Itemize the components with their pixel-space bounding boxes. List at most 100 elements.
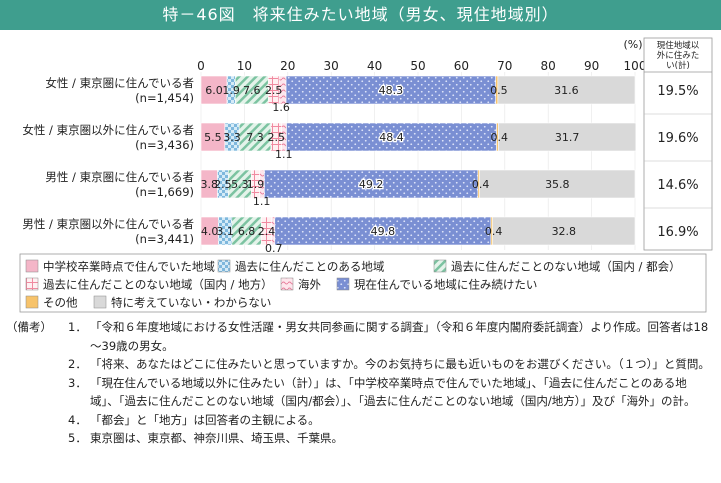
side-column-value: 14.6% (657, 178, 698, 193)
data-label: 31.6 (554, 84, 579, 97)
legend-frame (19, 253, 707, 313)
note-num: 4． (68, 412, 87, 427)
page-title: 特－46図 将来住みたい地域（男女、現住地域別） (0, 0, 721, 30)
data-label: 1.1 (253, 195, 271, 208)
category-label: 女性 / 東京圏に住んでいる者 (45, 76, 194, 90)
side-column-header: 外に住みた (657, 50, 700, 61)
category-n-label: (n=3,441) (135, 232, 194, 246)
note-num: 2． (68, 357, 87, 371)
x-tick-label: 20 (280, 59, 295, 73)
notes: （備考） 1． 「令和６年度地域における女性活躍・男女共同参画に関する調査」（令和… (6, 318, 714, 448)
data-label: 6.0 (205, 84, 223, 97)
data-label: 32.8 (552, 225, 577, 238)
note-item: 3． 「現在住んでいる地域以外に住みたい（計）」は、「中学校卒業時点で住んでいた地… (6, 374, 714, 411)
data-label: 2.5 (214, 178, 232, 191)
data-label: 6.8 (238, 225, 256, 238)
note-item: 1． 「令和６年度地域における女性活躍・男女共同参画に関する調査」（令和６年度内閣… (6, 318, 714, 355)
x-tick-label: 30 (324, 59, 339, 73)
data-label: 1.1 (275, 148, 293, 161)
legend-swatch (433, 259, 447, 273)
bar-segment (492, 216, 636, 246)
bar-segment (497, 75, 636, 105)
x-tick-label: 80 (541, 59, 556, 73)
legend-swatch (336, 277, 350, 291)
note-text: 「令和６年度地域における女性活躍・男女共同参画に関する調査」（令和６年度内閣府委… (90, 320, 709, 353)
bar-segment (200, 75, 228, 105)
data-label: 49.8 (371, 225, 396, 238)
note-text: 「将来、あなたはどこに住みたいと思っていますか。今のお気持ちに最も近いものをお選… (90, 357, 710, 371)
data-label: 1.6 (272, 101, 290, 114)
bar-segment (479, 169, 636, 199)
bar-segment (234, 75, 269, 105)
data-label: 1.9 (222, 84, 240, 97)
data-label: 5.3 (231, 178, 249, 191)
category-n-label: (n=1,454) (135, 91, 194, 105)
legend-label: 特に考えていない・わからない (111, 296, 271, 310)
data-label: 2.4 (258, 225, 276, 238)
data-label: 0.4 (485, 225, 503, 238)
data-label: 48.4 (379, 131, 404, 144)
bar-segment (264, 169, 479, 199)
legend-label: 過去に住んだことのない地域（国内 / 都会） (451, 260, 681, 274)
legend-label: その他 (43, 296, 78, 310)
legend-swatch (25, 259, 39, 273)
note-item: 2． 「将来、あなたはどこに住みたいと思っていますか。今のお気持ちに最も近いものを… (6, 355, 714, 374)
data-label: 7.3 (246, 131, 264, 144)
legend-swatch (217, 259, 231, 273)
legend-label: 海外 (298, 278, 321, 292)
data-label: 3.1 (216, 225, 234, 238)
side-column-frame (643, 37, 713, 251)
side-column-header: 現住地域以 (657, 40, 700, 51)
data-label: 35.8 (545, 178, 570, 191)
x-tick-label: 60 (454, 59, 469, 73)
note-num: 3． (68, 375, 87, 390)
x-tick-label: 10 (237, 59, 252, 73)
x-tick-label: 40 (367, 59, 382, 73)
legend-label: 過去に住んだことのある地域 (235, 260, 385, 274)
category-label: 男性 / 東京圏以外に住んでいる者 (22, 217, 194, 231)
x-tick-label: 0 (197, 59, 205, 73)
side-column-header: い(計) (666, 60, 690, 71)
legend-label: 過去に住んだことのない地域（国内 / 地方） (43, 278, 273, 292)
data-label: 0.7 (265, 242, 283, 255)
unit-label: (%) (623, 38, 642, 51)
note-text: 東京圏は、東京都、神奈川県、埼玉県、千葉県。 (90, 431, 343, 445)
legend-label: 現在住んでいる地域に住み続けたい (354, 278, 537, 292)
bar-segment (286, 122, 497, 152)
side-column-value: 19.6% (657, 131, 698, 146)
bar-segment (231, 216, 262, 246)
data-label: 5.5 (204, 131, 222, 144)
side-column-value: 16.9% (657, 225, 698, 240)
category-label: 男性 / 東京圏に住んでいる者 (45, 170, 194, 184)
data-label: 3.3 (223, 131, 241, 144)
data-label: 4.0 (201, 225, 219, 238)
data-label: 2.5 (268, 131, 286, 144)
data-label: 0.4 (472, 178, 490, 191)
data-label: 49.2 (359, 178, 384, 191)
note-num: 5． (68, 431, 87, 445)
category-n-label: (n=3,436) (135, 138, 194, 152)
category-n-label: (n=1,669) (135, 185, 194, 199)
legend-swatch (25, 277, 39, 291)
data-label: 7.6 (243, 84, 261, 97)
data-label: 1.9 (247, 178, 265, 191)
legend-swatch (25, 295, 39, 309)
data-label: 3.8 (200, 178, 218, 191)
data-label: 2.5 (265, 84, 283, 97)
note-item: 5． 東京圏は、東京都、神奈川県、埼玉県、千葉県。 (6, 429, 714, 448)
data-label: 31.7 (555, 131, 580, 144)
data-label: 48.3 (379, 84, 404, 97)
notes-header: （備考） (6, 320, 52, 334)
category-label: 女性 / 東京圏以外に住んでいる者 (22, 123, 194, 137)
legend-swatch (280, 277, 294, 291)
note-item: 4． 「都会」と「地方」は回答者の主観による。 (6, 411, 714, 430)
note-text: 「現在住んでいる地域以外に住みたい（計）」は、「中学校卒業時点で住んでいた地域」… (90, 375, 696, 409)
side-column-value: 19.5% (657, 84, 698, 99)
x-tick-label: 50 (410, 59, 425, 73)
data-label: 0.5 (490, 84, 508, 97)
legend-label: 中学校卒業時点で住んでいた地域 (43, 260, 215, 274)
bar-segment (274, 216, 492, 246)
x-tick-label: 70 (497, 59, 512, 73)
data-label: 0.4 (491, 131, 509, 144)
note-num: 1． (68, 320, 87, 334)
